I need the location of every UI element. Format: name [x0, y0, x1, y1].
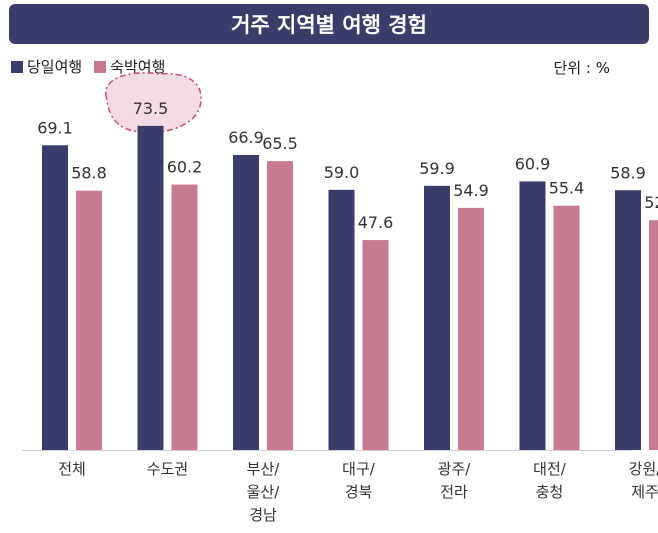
bar-overnight	[458, 207, 484, 450]
category-label: 제주	[631, 483, 658, 501]
legend: 당일여행 숙박여행	[11, 56, 177, 77]
bar-day	[42, 145, 68, 451]
bar-day	[519, 181, 546, 450]
category-label: 전라	[440, 483, 468, 501]
value-label: 73.5	[133, 99, 169, 118]
bar-day	[233, 154, 259, 450]
category-label: 부산/	[247, 460, 281, 478]
bar-day	[424, 185, 450, 450]
bar-overnight	[267, 161, 293, 450]
value-label: 65.5	[262, 134, 298, 153]
category-label: 수도권	[147, 460, 188, 478]
category-label: 울산/	[247, 483, 281, 501]
chart-title: 거주 지역별 여행 경험	[9, 4, 649, 44]
legend-label-overnight: 숙박여행	[110, 58, 166, 76]
category-label: 경남	[249, 506, 277, 524]
bar-overnight	[171, 184, 198, 450]
value-label: 52.1	[644, 193, 658, 212]
value-label: 47.6	[358, 213, 394, 232]
value-label: 66.9	[228, 128, 264, 147]
category-label: 대전/	[533, 460, 567, 478]
value-label: 69.1	[37, 118, 73, 137]
value-label: 60.2	[167, 158, 203, 177]
bar-overnight	[362, 240, 389, 450]
unit-label: 단위 : %	[553, 59, 610, 77]
value-label: 58.8	[71, 164, 107, 183]
value-label: 60.9	[515, 154, 551, 173]
category-label: 충청	[536, 483, 564, 501]
legend-item-day: 당일여행	[11, 56, 82, 77]
legend-label-day: 당일여행	[27, 58, 83, 76]
bar-overnight	[76, 190, 102, 450]
category-label: 전체	[58, 460, 86, 478]
category-label: 대구/	[342, 460, 376, 478]
bar-overnight	[553, 205, 580, 450]
legend-swatch-day	[11, 60, 23, 73]
bar-day	[615, 190, 641, 450]
highlight-circle	[105, 72, 202, 134]
bar-day	[137, 125, 164, 451]
value-label: 54.9	[453, 181, 489, 200]
legend-item-overnight: 숙박여행	[94, 56, 165, 77]
bar-day	[328, 189, 355, 450]
legend-swatch-overnight	[94, 60, 107, 73]
bar-overnight	[649, 220, 658, 450]
value-label: 59.9	[419, 159, 455, 178]
category-label: 광주/	[438, 460, 472, 478]
category-label: 강원/	[629, 460, 658, 478]
category-label: 경북	[345, 483, 373, 501]
value-label: 58.9	[610, 163, 646, 182]
value-label: 59.0	[324, 163, 360, 182]
value-label: 55.4	[549, 179, 585, 198]
